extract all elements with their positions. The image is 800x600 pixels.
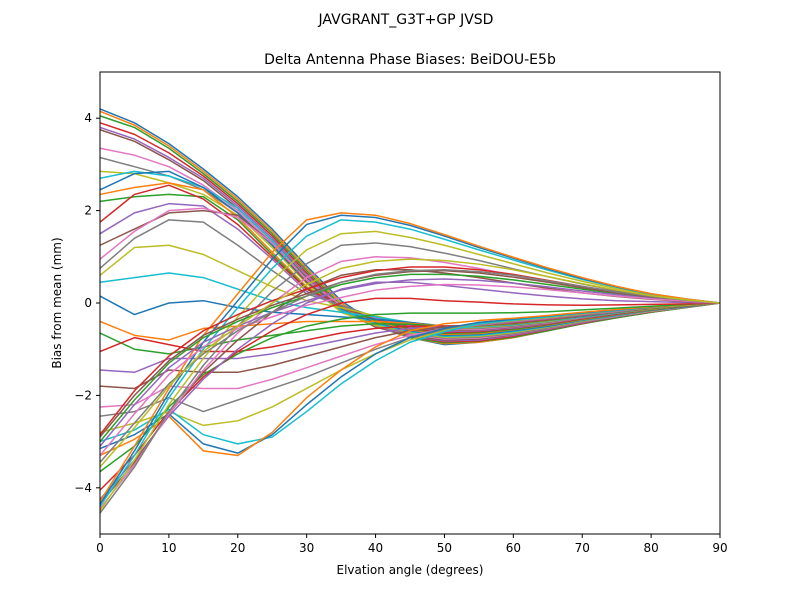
y-tick-label: 2 bbox=[84, 204, 92, 218]
series-line bbox=[99, 258, 721, 468]
y-tick-label: 4 bbox=[84, 111, 92, 125]
series-line bbox=[99, 297, 721, 491]
x-tick-label: 0 bbox=[96, 541, 104, 555]
series-line bbox=[99, 230, 721, 512]
series-line bbox=[99, 302, 721, 473]
y-axis: −4 −2 0 2 4 bbox=[74, 111, 100, 495]
x-tick-label: 40 bbox=[368, 541, 383, 555]
x-tick-label: 80 bbox=[643, 541, 658, 555]
y-axis-label: Bias from mean (mm) bbox=[50, 237, 64, 368]
figure-suptitle: JAVGRANT_G3T+GP JVSD bbox=[318, 12, 494, 28]
series-line bbox=[99, 302, 721, 457]
series-line bbox=[99, 273, 721, 443]
x-tick-label: 70 bbox=[575, 541, 590, 555]
x-axis-label: Elvation angle (degrees) bbox=[337, 563, 484, 577]
x-tick-label: 20 bbox=[230, 541, 245, 555]
x-tick-label: 50 bbox=[437, 541, 452, 555]
series-line bbox=[99, 269, 721, 438]
x-axis: 0 10 20 30 40 50 60 70 80 90 bbox=[96, 534, 728, 555]
x-tick-label: 10 bbox=[161, 541, 176, 555]
y-tick-label: −2 bbox=[74, 388, 92, 402]
x-tick-label: 60 bbox=[506, 541, 521, 555]
series-line bbox=[99, 281, 721, 500]
chart-title: Delta Antenna Phase Biases: BeiDOU-E5b bbox=[264, 52, 556, 68]
series-line bbox=[99, 278, 721, 447]
y-tick-label: −4 bbox=[74, 481, 92, 495]
y-tick-label: 0 bbox=[84, 296, 92, 310]
x-tick-label: 30 bbox=[299, 541, 314, 555]
series-line bbox=[99, 268, 721, 463]
x-tick-label: 90 bbox=[712, 541, 727, 555]
series-line bbox=[99, 283, 721, 456]
series-layer bbox=[99, 108, 721, 514]
